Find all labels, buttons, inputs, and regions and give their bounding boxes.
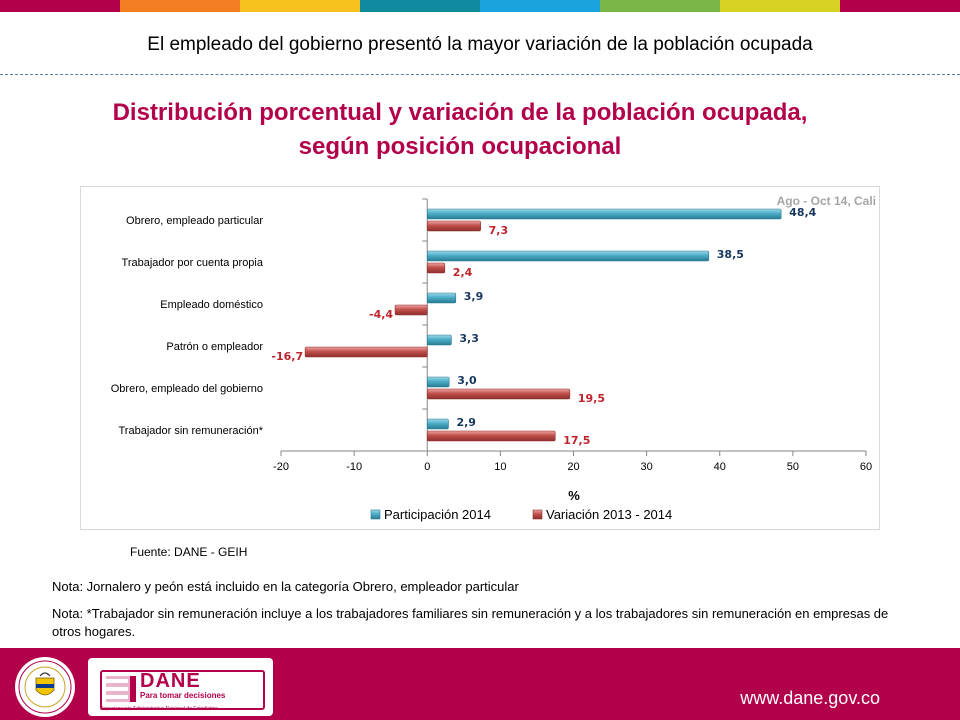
chart-legend: Participación 2014 Variación 2013 - 2014 [370, 507, 672, 522]
source-note: Fuente: DANE - GEIH [130, 545, 248, 559]
legend-swatch-participacion [370, 509, 381, 520]
value-label-participacion: 3,0 [457, 374, 477, 387]
value-label-participacion: 3,9 [464, 290, 484, 303]
value-label-variacion: 17,5 [563, 434, 590, 447]
bar-participacion [426, 292, 457, 304]
stripe-segment [720, 0, 840, 12]
bar-variacion [426, 220, 481, 232]
dane-logo: DANE Para tomar decisiones Departamento … [88, 658, 273, 716]
note-jornalero: Nota: Jornalero y peón está incluido en … [52, 579, 519, 594]
dashed-divider [0, 74, 960, 75]
top-color-stripe [0, 0, 960, 12]
legend-entry: Variación 2013 - 2014 [546, 507, 672, 522]
colombia-seal-icon [15, 657, 75, 717]
x-axis-title: % [568, 488, 580, 503]
dane-logo-tagline: Para tomar decisiones [140, 691, 226, 700]
value-label-participacion: 3,3 [459, 332, 479, 345]
category-label: Patrón o empleador [166, 341, 263, 353]
x-tick-label: 10 [494, 461, 506, 473]
chart-title: Distribución porcentual y variación de l… [60, 96, 860, 164]
stripe-segment [120, 0, 240, 12]
value-label-participacion: 2,9 [456, 416, 476, 429]
chart-area: -20 -10 0 10 20 30 40 50 60 Obrero, empleado par… [80, 186, 880, 530]
x-tick-label: 60 [860, 461, 872, 473]
stripe-segment [840, 0, 960, 12]
x-tick-label: 20 [567, 461, 579, 473]
bar-participacion [426, 250, 710, 262]
category-label: Trabajador sin remuneración* [119, 425, 264, 437]
value-label-participacion: 38,5 [717, 248, 744, 261]
stripe-segment [0, 0, 120, 12]
chart-title-line2: según posición ocupacional [298, 133, 622, 160]
bar-variacion [304, 346, 428, 358]
chart-period-annotation: Ago - Oct 14, Cali [777, 194, 876, 208]
value-label-variacion: 19,5 [578, 392, 605, 405]
dane-logo-word: DANE [140, 670, 201, 692]
stripe-segment [360, 0, 480, 12]
dane-logo-icon [106, 676, 136, 702]
x-tick-label: -20 [273, 461, 289, 473]
value-label-variacion: 2,4 [453, 266, 473, 279]
bar-variacion [426, 388, 571, 400]
bar-variacion [426, 262, 446, 274]
category-label: Obrero, empleado del gobierno [111, 383, 263, 395]
x-tick-label: 50 [787, 461, 799, 473]
bar-variacion [394, 304, 428, 316]
bar-chart: -20 -10 0 10 20 30 40 50 60 Obrero, empleado par… [111, 194, 876, 522]
category-label: Trabajador por cuenta propia [122, 257, 264, 269]
x-tick-label: 0 [424, 461, 430, 473]
x-tick-label: -10 [346, 461, 362, 473]
legend-swatch-variacion [532, 509, 543, 520]
x-tick-label: 40 [714, 461, 726, 473]
stripe-segment [600, 0, 720, 12]
bar-participacion [426, 418, 449, 430]
note-trabajador-sin-remuneracion: Nota: *Trabajador sin remuneración inclu… [52, 606, 889, 639]
category-label: Obrero, empleado particular [126, 215, 263, 227]
stripe-segment [240, 0, 360, 12]
dane-logo-subtitle: Departamento Administrativo Nacional de … [100, 706, 218, 712]
footer-bar: DANE Para tomar decisiones Departamento … [0, 648, 960, 720]
category-label: Empleado doméstico [160, 299, 263, 311]
value-label-participacion: 48,4 [789, 206, 816, 219]
x-tick-label: 30 [641, 461, 653, 473]
slide-headline: El empleado del gobierno presentó la may… [147, 34, 813, 55]
bar-participacion [426, 376, 450, 388]
value-label-variacion: -16,7 [271, 350, 303, 363]
website-link[interactable]: www.dane.gov.co [740, 688, 880, 708]
bar-participacion [426, 334, 452, 346]
legend-entry: Participación 2014 [384, 507, 491, 522]
chart-title-line1: Distribución porcentual y variación de l… [112, 99, 808, 126]
bar-variacion [426, 430, 556, 442]
bar-participacion [426, 208, 782, 220]
value-label-variacion: -4,4 [369, 308, 393, 321]
value-label-variacion: 7,3 [489, 224, 509, 237]
stripe-segment [480, 0, 600, 12]
